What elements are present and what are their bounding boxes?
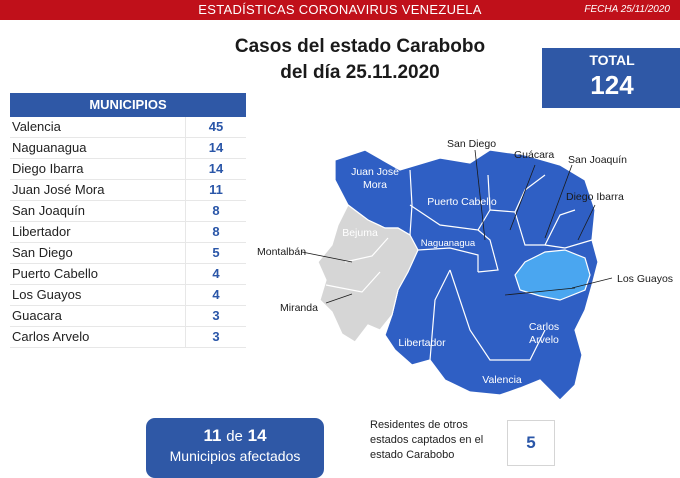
label-san-diego: San Diego bbox=[447, 138, 496, 150]
table-row: Libertador 8 bbox=[10, 222, 246, 243]
municipio-cases: 14 bbox=[185, 138, 246, 158]
border-nagua bbox=[417, 247, 479, 272]
label-los-guayos: Los Guayos bbox=[617, 273, 673, 285]
municipio-name: Los Guayos bbox=[12, 287, 82, 302]
label-carlos-arvelo-1: Carlos bbox=[529, 321, 559, 333]
municipio-cases: 8 bbox=[185, 201, 246, 221]
leader-miranda bbox=[325, 293, 353, 304]
label-naguanagua: Naguanagua bbox=[421, 238, 476, 249]
municipio-cases: 4 bbox=[185, 285, 246, 305]
residents-text: Residentes de otros estados captados en … bbox=[370, 419, 484, 461]
affected-total: 14 bbox=[247, 426, 267, 445]
border-jjm bbox=[409, 169, 413, 236]
page-title: Casos del estado Carabobo del día 25.11.… bbox=[195, 34, 525, 86]
region-bejuma-montalban-miranda bbox=[317, 204, 419, 343]
municipio-name: Valencia bbox=[12, 119, 61, 134]
leader-diego-ibarra bbox=[577, 204, 596, 241]
label-carlos-arvelo-2: Arvelo bbox=[529, 334, 559, 346]
header-title: ESTADÍSTICAS CORONAVIRUS VENEZUELA bbox=[198, 2, 482, 17]
label-libertador: Libertador bbox=[398, 337, 446, 349]
table-row: Diego Ibarra 14 bbox=[10, 159, 246, 180]
label-puerto-cabello: Puerto Cabello bbox=[427, 196, 497, 208]
affected-de: de bbox=[226, 428, 243, 445]
municipio-cases: 11 bbox=[185, 180, 246, 200]
label-montalban: Montalbán bbox=[257, 246, 306, 258]
header-date: FECHA 25/11/2020 bbox=[584, 4, 670, 15]
label-juan-jose-mora-2: Mora bbox=[363, 179, 387, 191]
table-row: Carlos Arvelo 3 bbox=[10, 327, 246, 348]
table-row: Los Guayos 4 bbox=[10, 285, 246, 306]
municipios-header: MUNICIPIOS bbox=[10, 93, 246, 117]
map-outline bbox=[317, 149, 599, 401]
table-row: San Diego 5 bbox=[10, 243, 246, 264]
label-san-joaquin: San Joaquín bbox=[568, 154, 627, 166]
table-row: Valencia 45 bbox=[10, 117, 246, 138]
border-miranda bbox=[325, 271, 381, 293]
map-labels: Juan José Mora Puerto Cabello Bejuma Nag… bbox=[257, 138, 673, 386]
residents-value: 5 bbox=[507, 420, 555, 466]
total-box: TOTAL 124 bbox=[542, 48, 680, 108]
total-label: TOTAL bbox=[589, 52, 635, 68]
municipio-name: Carlos Arvelo bbox=[12, 329, 90, 344]
leader-san-joaquin bbox=[544, 164, 573, 239]
label-diego-ibarra: Diego Ibarra bbox=[566, 191, 624, 203]
municipios-table: MUNICIPIOS Valencia 45 Naguanagua 14 Diego… bbox=[10, 93, 246, 348]
label-juan-jose-mora-1: Juan José bbox=[351, 166, 399, 178]
border-diego bbox=[544, 239, 593, 249]
municipio-name: Naguanagua bbox=[12, 140, 87, 155]
label-valencia: Valencia bbox=[482, 374, 522, 386]
leader-montalban bbox=[301, 251, 353, 263]
page-title-line1: Casos del estado Carabobo bbox=[234, 36, 486, 57]
border-guacara bbox=[489, 174, 546, 213]
affected-count: 11 de 14 bbox=[146, 426, 324, 446]
map-leader-lines bbox=[301, 149, 613, 304]
leader-los-guayos bbox=[571, 277, 613, 289]
municipio-name: Guacara bbox=[12, 308, 62, 323]
municipio-name: Juan José Mora bbox=[12, 182, 105, 197]
municipio-cases: 14 bbox=[185, 159, 246, 179]
municipio-name: Diego Ibarra bbox=[12, 161, 84, 176]
leader-san-diego bbox=[474, 149, 486, 241]
header-bar: ESTADÍSTICAS CORONAVIRUS VENEZUELA FECHA… bbox=[0, 0, 680, 20]
table-row: Guacara 3 bbox=[10, 306, 246, 327]
label-miranda: Miranda bbox=[280, 302, 318, 314]
table-row: Naguanagua 14 bbox=[10, 138, 246, 159]
municipio-cases: 3 bbox=[185, 306, 246, 326]
label-guacara: Guácara bbox=[514, 149, 554, 161]
municipio-name: San Diego bbox=[12, 245, 73, 260]
affected-municipalities-box: 11 de 14 Municipios afectados bbox=[146, 418, 324, 478]
municipio-cases: 3 bbox=[185, 327, 246, 347]
municipio-name: Libertador bbox=[12, 224, 71, 239]
affected-number: 11 bbox=[203, 426, 222, 445]
leader-valencia bbox=[504, 287, 576, 296]
page-title-line2: del día 25.11.2020 bbox=[280, 62, 440, 83]
label-bejuma: Bejuma bbox=[342, 227, 378, 239]
affected-label: Municipios afectados bbox=[169, 448, 301, 464]
total-value: 124 bbox=[590, 70, 634, 100]
leader-guacara bbox=[509, 164, 536, 231]
border-libertador bbox=[429, 269, 451, 361]
municipio-cases: 5 bbox=[185, 243, 246, 263]
municipio-cases: 8 bbox=[185, 222, 246, 242]
table-row: Juan José Mora 11 bbox=[10, 180, 246, 201]
municipio-cases: 45 bbox=[185, 117, 246, 137]
table-row: San Joaquín 8 bbox=[10, 201, 246, 222]
region-los-guayos bbox=[514, 249, 591, 301]
municipio-name: Puerto Cabello bbox=[12, 266, 98, 281]
municipio-name: San Joaquín bbox=[12, 203, 86, 218]
table-row: Puerto Cabello 4 bbox=[10, 264, 246, 285]
border-valencia bbox=[449, 269, 546, 361]
municipio-cases: 4 bbox=[185, 264, 246, 284]
border-sandiego bbox=[477, 229, 499, 273]
border-bejuma bbox=[344, 237, 389, 263]
